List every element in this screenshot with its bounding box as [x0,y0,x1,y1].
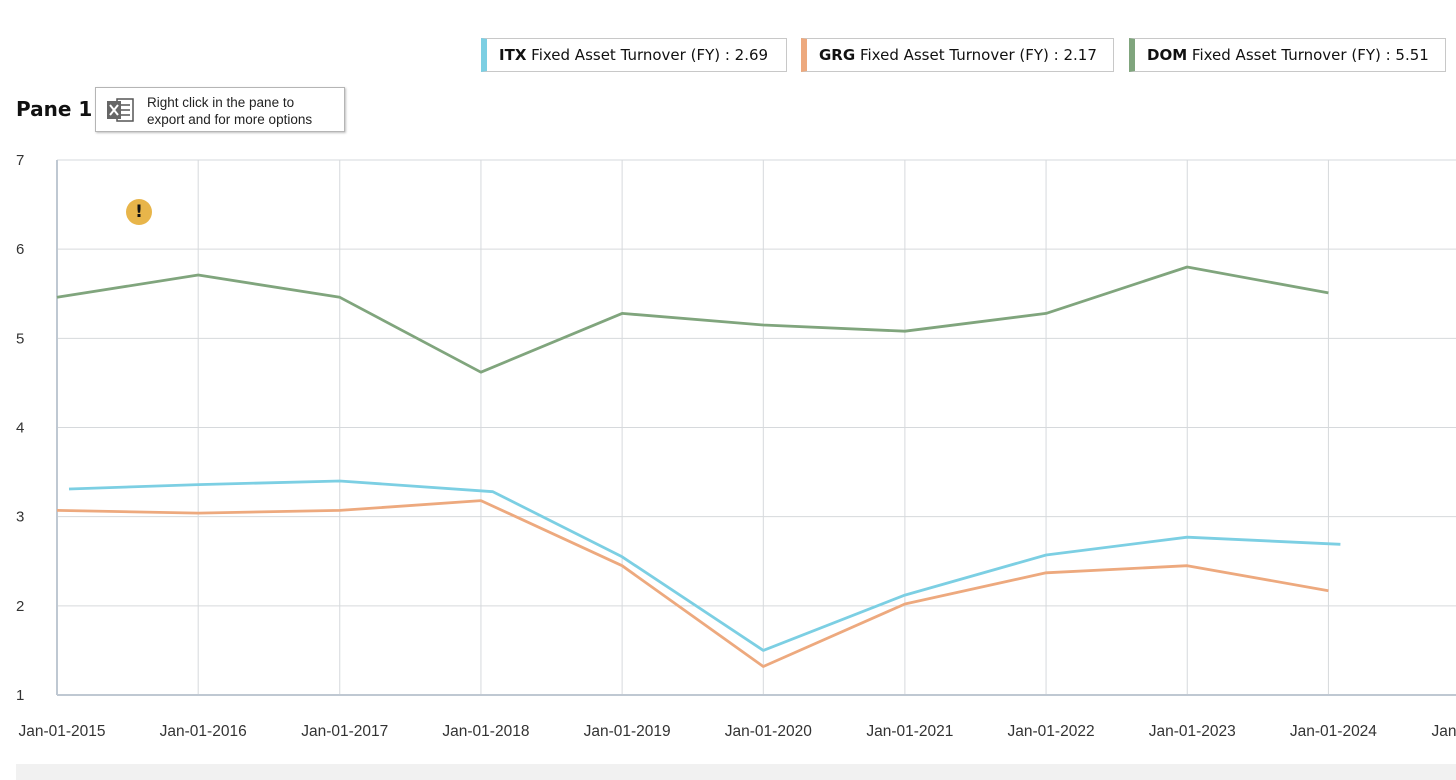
x-tick-label: Jan-01-2024 [1290,723,1377,740]
y-tick-label: 4 [16,420,24,437]
legend-item-grg[interactable]: GRG Fixed Asset Turnover (FY) : 2.17 [801,38,1114,72]
y-tick-label: 2 [16,598,24,615]
x-tick-label: Jan-01-2017 [301,723,388,740]
legend-ticker: ITX [499,46,527,64]
series-line-itx [68,479,1341,652]
export-tooltip[interactable]: Right click in the pane to export and fo… [95,87,345,132]
legend-label: Fixed Asset Turnover (FY) : 2.17 [859,46,1097,64]
y-tick-label: 5 [16,330,24,347]
series-line-grg [56,499,1329,668]
x-tick-label: Jan-01-2023 [1149,723,1236,740]
legend-item-itx[interactable]: ITX Fixed Asset Turnover (FY) : 2.69 [481,38,787,72]
x-tick-label: Jan-01-2025 [1431,723,1456,740]
legend-item-dom[interactable]: DOM Fixed Asset Turnover (FY) : 5.51 [1129,38,1446,72]
excel-icon [107,98,134,122]
horizontal-scrollbar[interactable] [16,764,1456,780]
export-tip-text: Right click in the pane to export and fo… [147,94,312,128]
x-tick-label: Jan-01-2020 [725,723,812,740]
x-tick-label: Jan-01-2018 [442,723,529,740]
series-line-dom [56,265,1329,374]
warning-icon[interactable]: ! [126,199,152,225]
x-tick-label: Jan-01-2019 [584,723,671,740]
export-tip-line2: export and for more options [147,112,313,127]
legend-ticker: DOM [1147,46,1188,64]
legend-label: Fixed Asset Turnover (FY) : 5.51 [1191,46,1429,64]
y-tick-label: 6 [16,241,24,258]
y-tick-label: 3 [16,509,24,526]
x-tick-label: Jan-01-2022 [1008,723,1095,740]
legend-ticker: GRG [819,46,856,64]
legend-label: Fixed Asset Turnover (FY) : 2.69 [531,46,769,64]
pane-title: Pane 1 [16,97,93,121]
export-tip-line1: Right click in the pane to [147,95,295,110]
x-tick-label: Jan-01-2015 [18,723,105,740]
x-tick-label: Jan-01-2016 [160,723,247,740]
y-tick-label: 1 [16,687,24,704]
y-tick-label: 7 [16,152,24,169]
x-tick-label: Jan-01-2021 [866,723,953,740]
